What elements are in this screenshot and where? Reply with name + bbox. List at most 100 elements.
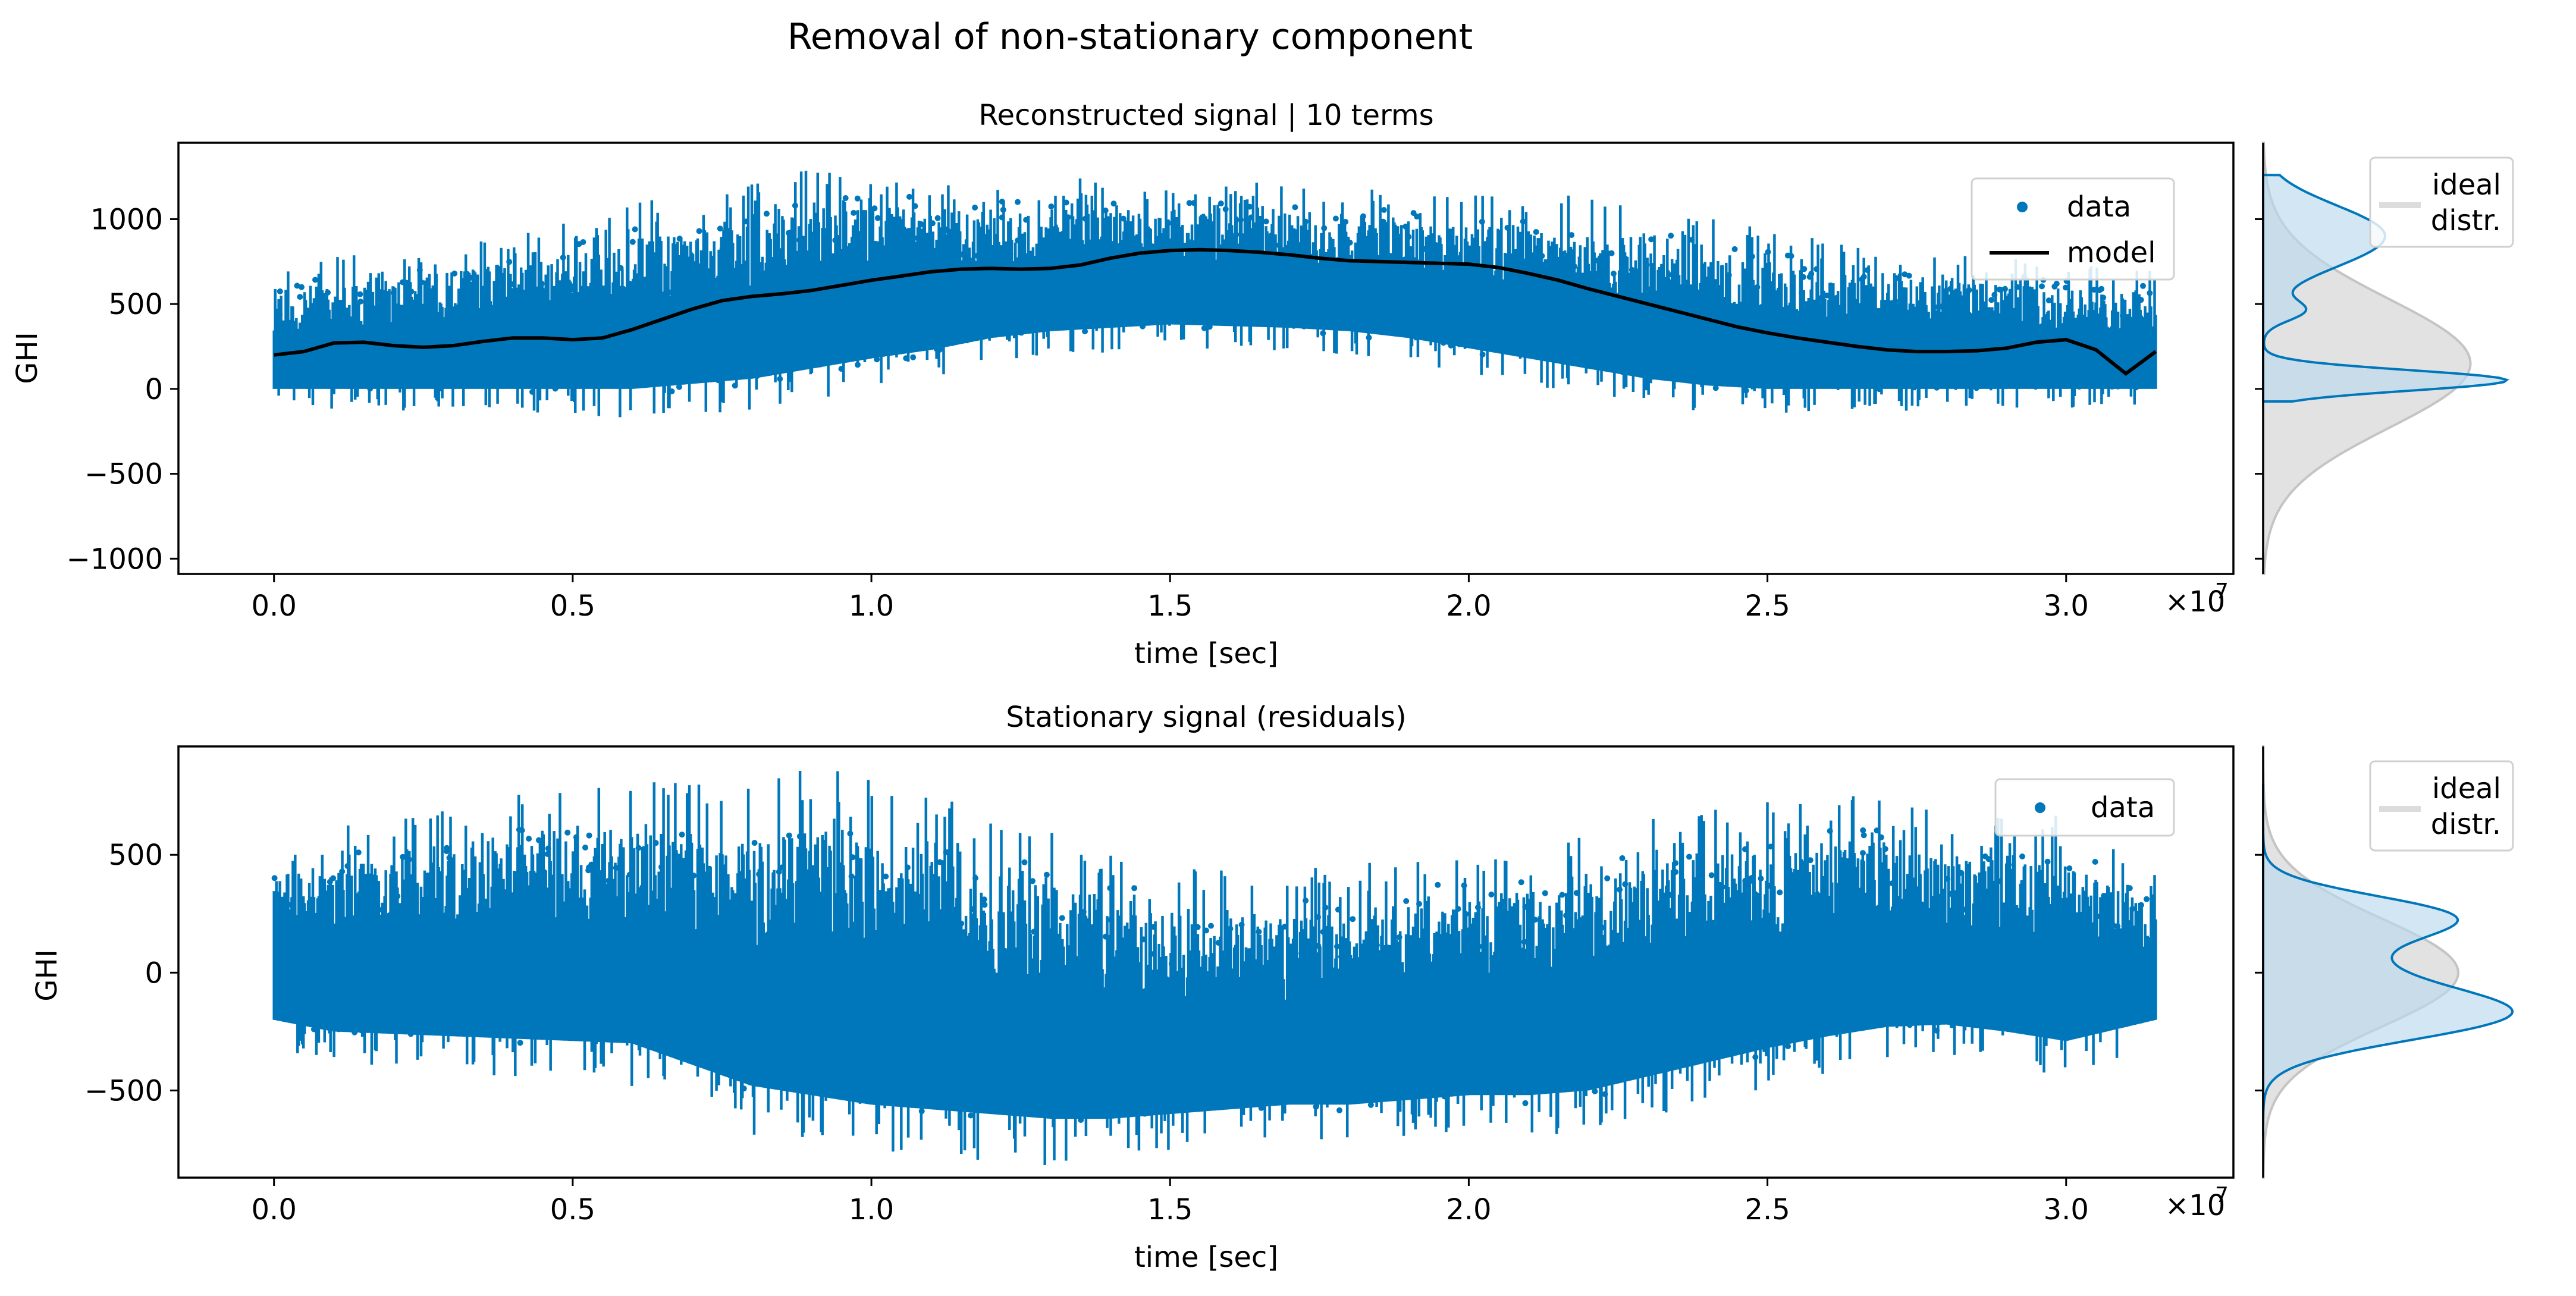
data-point xyxy=(2044,858,2051,865)
data-point xyxy=(1568,232,1575,239)
data-point xyxy=(1448,343,1454,349)
data-point xyxy=(368,912,374,918)
data-point xyxy=(1005,298,1011,304)
data-point xyxy=(506,906,512,913)
data-point xyxy=(516,826,522,833)
data-point xyxy=(1471,324,1477,330)
marginal-legend-box xyxy=(2369,156,2514,248)
data-point xyxy=(1175,1019,1182,1025)
data-point xyxy=(342,982,349,989)
data-point xyxy=(288,328,295,334)
data-point xyxy=(276,980,282,987)
data-point xyxy=(1505,921,1512,927)
data-point xyxy=(934,215,941,221)
data-point xyxy=(1423,305,1429,312)
data-point xyxy=(2079,977,2085,984)
data-point xyxy=(951,1030,958,1036)
data-point xyxy=(972,942,978,948)
data-point xyxy=(433,905,440,911)
data-point xyxy=(1583,988,1590,994)
data-point xyxy=(2129,906,2136,912)
data-point xyxy=(2123,927,2129,934)
data-point xyxy=(1000,259,1007,265)
data-point xyxy=(1332,215,1339,222)
data-point xyxy=(1322,904,1329,911)
data-point xyxy=(1194,924,1201,930)
data-point xyxy=(677,1031,683,1037)
data-point xyxy=(2104,922,2111,929)
data-point xyxy=(918,221,924,227)
x-tick-label: 3.0 xyxy=(2044,1193,2089,1226)
data-point xyxy=(1906,1022,1913,1028)
data-point xyxy=(1191,200,1197,206)
data-point xyxy=(1201,996,1207,1002)
data-point xyxy=(959,251,966,258)
data-point xyxy=(1268,232,1275,239)
data-point xyxy=(1485,1037,1491,1044)
x-tick-label: 0.5 xyxy=(550,1193,595,1226)
data-point xyxy=(2098,1007,2104,1013)
data-point xyxy=(1440,340,1447,346)
data-point xyxy=(1540,1018,1546,1025)
data-point xyxy=(1455,1028,1462,1034)
data-point xyxy=(441,945,447,952)
figure-title: Removal of non-stationary component xyxy=(787,16,1473,58)
data-point xyxy=(1582,917,1587,922)
data-point xyxy=(376,906,382,913)
data-point xyxy=(450,375,457,381)
data-point xyxy=(626,871,633,878)
data-point xyxy=(1864,267,1871,274)
data-point xyxy=(958,337,964,343)
data-point xyxy=(1149,312,1156,318)
data-point xyxy=(2114,356,2121,362)
data-point xyxy=(344,863,351,870)
data-point xyxy=(1801,266,1808,272)
data-point xyxy=(768,1044,774,1050)
data-point xyxy=(1479,218,1485,225)
data-point xyxy=(636,1013,643,1020)
data-point xyxy=(1465,1075,1471,1081)
data-point xyxy=(741,1085,747,1092)
data-point xyxy=(1296,317,1303,324)
data-point xyxy=(1598,1020,1604,1027)
data-point xyxy=(1140,323,1146,330)
data-point xyxy=(2006,333,2012,340)
data-point xyxy=(1857,969,1863,976)
data-point xyxy=(461,884,467,890)
data-point xyxy=(918,957,924,964)
data-point xyxy=(363,1011,370,1017)
data-point xyxy=(1520,987,1527,993)
data-point xyxy=(792,202,798,209)
data-point xyxy=(1376,950,1383,956)
data-point xyxy=(617,347,623,354)
data-point xyxy=(1115,1078,1122,1084)
data-point xyxy=(1380,218,1386,225)
data-point xyxy=(1982,853,1988,859)
data-point xyxy=(343,931,349,937)
data-point xyxy=(1599,924,1606,931)
data-point xyxy=(634,950,641,956)
data-point xyxy=(605,896,611,902)
data-point xyxy=(1533,229,1539,235)
data-point xyxy=(403,305,409,311)
data-point xyxy=(1664,352,1671,358)
data-point xyxy=(1940,324,1946,331)
data-point xyxy=(964,308,971,315)
data-point xyxy=(1858,974,1864,981)
data-point xyxy=(1227,925,1234,932)
data-point xyxy=(773,975,779,982)
data-point xyxy=(776,868,782,875)
data-point xyxy=(1153,298,1159,305)
data-point xyxy=(466,335,473,342)
data-point xyxy=(1708,341,1714,347)
data-point xyxy=(2002,286,2008,292)
data-point xyxy=(2131,990,2138,997)
data-point xyxy=(1559,892,1565,898)
data-point xyxy=(1669,1046,1676,1052)
data-point xyxy=(613,865,619,871)
data-point xyxy=(1449,1050,1455,1056)
data-point xyxy=(1935,304,1941,310)
data-point xyxy=(1521,939,1527,945)
data-point xyxy=(1950,911,1957,917)
data-point xyxy=(1116,1003,1122,1009)
